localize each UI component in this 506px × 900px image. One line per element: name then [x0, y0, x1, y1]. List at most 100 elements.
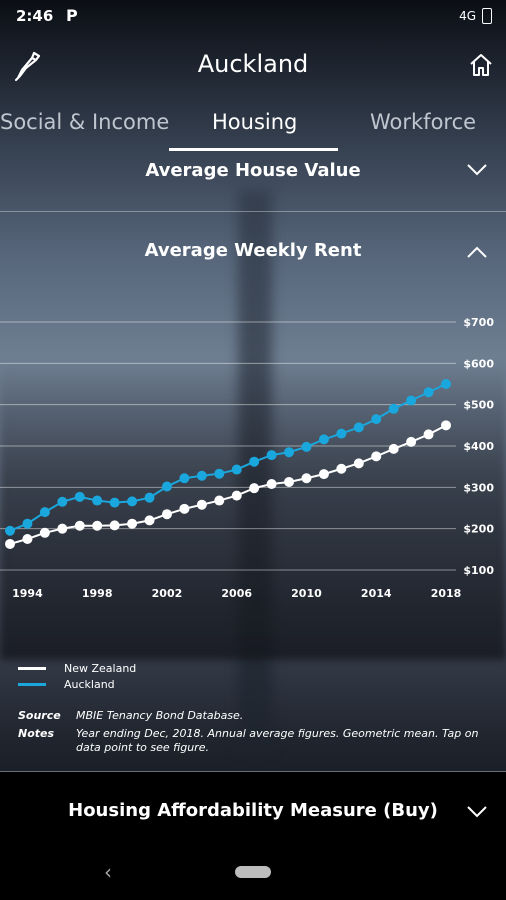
source-text: MBIE Tenancy Bond Database. [76, 709, 244, 722]
x-tick-label: 2014 [361, 587, 392, 600]
x-tick-label: 1998 [82, 587, 113, 600]
legend-item-auckland: Auckland [18, 676, 136, 692]
data-point [22, 534, 33, 544]
data-point [109, 497, 120, 508]
chevron-down-icon [466, 162, 488, 181]
data-point [423, 387, 434, 398]
data-point [57, 523, 68, 534]
data-point [196, 499, 207, 510]
data-point [5, 538, 15, 549]
data-point [318, 469, 329, 480]
data-point [249, 483, 260, 494]
status-time: 2:46 [16, 7, 54, 25]
data-point [318, 434, 329, 445]
y-tick-label: $400 [463, 440, 494, 453]
home-icon[interactable] [468, 52, 494, 82]
y-tick-label: $100 [463, 564, 494, 577]
tab-workforce[interactable]: Workforce [370, 110, 477, 134]
data-point [301, 473, 312, 484]
data-point [196, 470, 207, 481]
data-point [301, 441, 312, 452]
tab-housing[interactable]: Housing [212, 110, 298, 134]
battery-icon [482, 8, 492, 24]
y-tick-label: $600 [463, 357, 494, 370]
data-point [74, 491, 85, 502]
data-point [336, 428, 347, 439]
data-point [22, 518, 33, 529]
section-title-affordability: Housing Affordability Measure (Buy) [68, 800, 438, 821]
x-tick-label: 2018 [431, 587, 462, 600]
data-point [179, 503, 190, 514]
data-point [353, 458, 364, 469]
chevron-up-icon [466, 244, 488, 263]
data-point [92, 495, 103, 506]
data-point [406, 395, 417, 406]
data-point [74, 520, 85, 531]
data-point [231, 464, 242, 475]
notes-label: Notes [18, 727, 55, 740]
x-tick-label: 2010 [291, 587, 322, 600]
section-weekly-rent[interactable]: Average Weekly Rent [0, 232, 506, 272]
network-type: 4G [459, 9, 476, 23]
section-title-house-value: Average House Value [145, 160, 361, 181]
kiwi-icon[interactable] [12, 50, 42, 86]
data-point [388, 443, 399, 454]
data-point [266, 479, 277, 490]
data-point [214, 495, 225, 506]
data-point [179, 473, 190, 484]
data-point [266, 450, 277, 461]
system-nav-bar: ‹ [0, 852, 506, 900]
legend-item-new-zealand: New Zealand [18, 660, 136, 676]
data-point [406, 436, 417, 447]
data-point [336, 463, 347, 474]
legend-swatch-auckland [18, 682, 46, 686]
data-point [441, 379, 451, 389]
parking-notification-icon: P [66, 6, 78, 25]
background-city [0, 360, 506, 660]
data-point [284, 447, 295, 458]
data-point [214, 468, 225, 479]
chart-notes: Source MBIE Tenancy Bond Database. Notes… [18, 709, 488, 759]
data-point [144, 492, 155, 503]
section-house-value[interactable]: Average House Value [0, 152, 506, 212]
data-point [353, 422, 364, 433]
section-affordability[interactable]: Housing Affordability Measure (Buy) [0, 772, 506, 852]
data-point [92, 520, 103, 531]
legend-label-new-zealand: New Zealand [64, 661, 137, 675]
data-point [231, 490, 242, 501]
source-label: Source [18, 709, 61, 722]
x-tick-label: 2006 [221, 587, 252, 600]
data-point [371, 451, 382, 462]
section-title-weekly-rent: Average Weekly Rent [144, 240, 362, 261]
data-point [161, 481, 172, 492]
notes-text: Year ending Dec, 2018. Annual average fi… [76, 727, 479, 754]
y-tick-label: $700 [463, 316, 494, 329]
data-point [371, 414, 382, 425]
data-point [423, 429, 434, 440]
source-row: Source MBIE Tenancy Bond Database. [18, 709, 488, 723]
tab-social-income[interactable]: Social & Income [0, 110, 170, 134]
section-divider [0, 211, 506, 212]
data-point [39, 527, 50, 538]
page-title: Auckland [197, 50, 309, 78]
legend-label-auckland: Auckland [64, 677, 115, 691]
section-divider [0, 771, 506, 772]
home-pill[interactable] [235, 866, 271, 878]
app-bar: Auckland [0, 40, 506, 90]
data-point [441, 420, 451, 431]
chart-legend: New Zealand Auckland [18, 660, 136, 692]
data-point [5, 525, 15, 536]
y-tick-label: $300 [463, 481, 494, 494]
back-chevron-icon[interactable]: ‹ [104, 860, 112, 884]
data-point [127, 518, 138, 529]
tab-bar: Social & Income Housing Workforce [0, 100, 506, 152]
notes-row: Notes Year ending Dec, 2018. Annual aver… [18, 727, 488, 755]
x-tick-label: 1994 [12, 587, 43, 600]
x-tick-label: 2002 [152, 587, 183, 600]
data-point [249, 456, 260, 467]
status-bar: 2:46 P 4G [0, 0, 506, 34]
data-point [57, 496, 68, 507]
data-point [127, 496, 138, 507]
legend-swatch-new-zealand [18, 666, 46, 670]
